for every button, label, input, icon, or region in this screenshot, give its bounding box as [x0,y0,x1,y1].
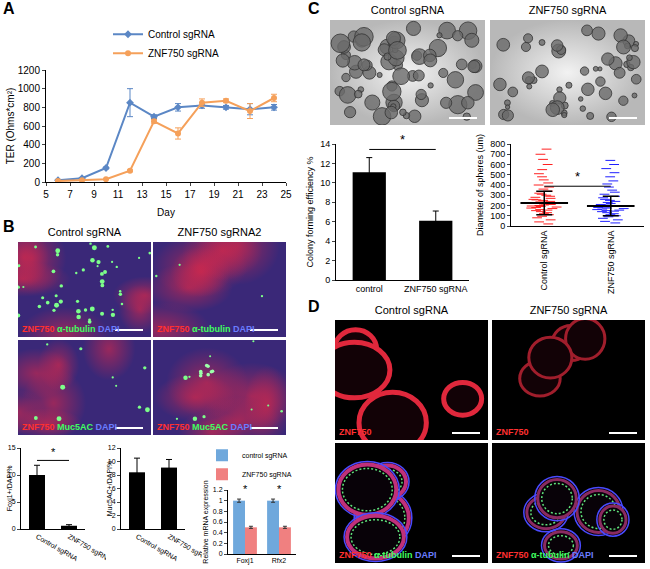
svg-text:9: 9 [91,189,97,200]
svg-text:700: 700 [490,149,505,159]
html-text:Control sgRNA: Control sgRNA [374,304,449,316]
svg-text:0: 0 [112,525,116,532]
svg-text:*: * [51,446,56,458]
svg-text:8: 8 [325,197,330,207]
svg-text:13: 13 [136,189,148,200]
svg-text:*: * [400,132,405,147]
svg-text:1000: 1000 [18,83,41,94]
svg-text:200: 200 [23,158,40,169]
svg-text:12: 12 [108,444,116,451]
html-text:B: B [3,218,15,235]
svg-text:*: * [243,483,248,495]
svg-text:*: * [277,483,282,495]
html-text:C: C [308,0,320,17]
svg-text:0.6: 0.6 [213,518,223,525]
svg-text:Relative mRNA expression: Relative mRNA expression [202,480,210,563]
svg-text:Day: Day [157,207,175,218]
svg-text:8: 8 [112,471,116,478]
svg-text:0: 0 [219,550,223,557]
svg-text:21: 21 [232,189,244,200]
html-text:Control sgRNA: Control sgRNA [47,226,122,238]
html-text:ZNF750: ZNF750 [496,427,529,437]
svg-text:Foxj1+/DAPI%: Foxj1+/DAPI% [6,466,14,512]
svg-text:4: 4 [112,498,116,505]
svg-text:17: 17 [184,189,196,200]
html-text:ZNF750 Muc5AC DAPI: ZNF750 Muc5AC DAPI [22,422,118,432]
svg-text:600: 600 [23,121,40,132]
svg-text:0.2: 0.2 [213,540,223,547]
svg-text:0.8: 0.8 [213,508,223,515]
svg-text:ZNF750 sgRNA: ZNF750 sgRNA [66,533,106,565]
svg-text:Rfx2: Rfx2 [272,557,287,564]
svg-text:2: 2 [325,256,330,266]
svg-text:400: 400 [23,139,40,150]
html-text:ZNF750 α-tubulin DAPI: ZNF750 α-tubulin DAPI [496,550,594,560]
svg-text:0: 0 [12,525,16,532]
svg-text:10: 10 [8,471,16,478]
html-text:ZNF750 α-tubulin DAPI: ZNF750 α-tubulin DAPI [157,324,255,334]
svg-text:0.4: 0.4 [213,529,223,536]
svg-text:800: 800 [490,139,505,149]
svg-text:19: 19 [208,189,220,200]
svg-text:300: 300 [490,190,505,200]
svg-text:control: control [356,284,383,294]
svg-text:1200: 1200 [18,65,41,76]
svg-text:*: * [575,169,580,184]
svg-text:15: 15 [8,444,16,451]
html-text:ZNF750 sgRNA: ZNF750 sgRNA [528,4,607,16]
svg-text:400: 400 [490,180,505,190]
svg-text:control sgRNA: control sgRNA [242,452,287,460]
html-text:ZNF750 α-tubulin DAPI: ZNF750 α-tubulin DAPI [339,550,437,560]
svg-text:TER (Ohms*cm²): TER (Ohms*cm²) [5,88,16,165]
svg-text:ZNF750 sgRNA: ZNF750 sgRNA [606,231,616,295]
svg-text:11: 11 [113,189,124,200]
svg-text:100: 100 [490,211,505,221]
svg-text:1.2: 1.2 [213,486,223,493]
svg-text:15: 15 [160,189,172,200]
svg-text:200: 200 [490,201,505,211]
svg-text:Control sgRNA: Control sgRNA [148,29,215,40]
svg-text:2: 2 [112,512,116,519]
svg-text:500: 500 [490,170,505,180]
svg-text:Foxj1: Foxj1 [236,557,253,565]
svg-text:800: 800 [23,102,40,113]
html-text:ZNF750 sgRNA2: ZNF750 sgRNA2 [177,226,262,238]
svg-text:600: 600 [490,160,505,170]
svg-text:ZNF750 sgRNA: ZNF750 sgRNA [404,284,468,294]
svg-text:0: 0 [325,275,330,285]
svg-text:6: 6 [325,217,330,227]
svg-text:14: 14 [320,139,330,149]
svg-text:12: 12 [320,159,330,169]
svg-text:0: 0 [500,221,505,231]
svg-text:1: 1 [219,497,223,504]
svg-text:10: 10 [108,458,116,465]
html-text:ZNF750 sgRNA: ZNF750 sgRNA [529,304,608,316]
svg-text:Muc5AC+/DAPI%: Muc5AC+/DAPI% [106,461,113,516]
svg-text:Control sgRNA: Control sgRNA [34,533,79,563]
svg-text:Control sgRNA: Control sgRNA [539,231,549,291]
html-text:ZNF750 Muc5AC DAPI: ZNF750 Muc5AC DAPI [157,422,253,432]
svg-text:Control sgRNA: Control sgRNA [134,533,179,563]
svg-text:4: 4 [325,236,330,246]
svg-text:ZNF750 sgRNA: ZNF750 sgRNA [166,533,202,565]
html-text:A: A [3,0,15,17]
svg-text:5: 5 [12,498,16,505]
svg-text:7: 7 [67,189,73,200]
svg-text:5: 5 [43,189,49,200]
html-text:ZNF750: ZNF750 [339,427,372,437]
html-text:D: D [308,298,320,315]
svg-text:ZNF750 sgRNA: ZNF750 sgRNA [242,471,292,479]
svg-text:Colony forming efficiency %: Colony forming efficiency % [305,157,315,268]
svg-text:Diameter of spheres (um): Diameter of spheres (um) [475,134,485,236]
svg-text:25: 25 [280,189,292,200]
svg-text:23: 23 [256,189,268,200]
svg-text:6: 6 [112,485,116,492]
html-text:Control sgRNA: Control sgRNA [370,4,445,16]
html-text:ZNF750 α-tubulin DAPI: ZNF750 α-tubulin DAPI [22,324,120,334]
svg-text:ZNF750 sgRNA: ZNF750 sgRNA [148,48,219,59]
svg-text:10: 10 [320,178,330,188]
svg-text:0: 0 [34,177,40,188]
